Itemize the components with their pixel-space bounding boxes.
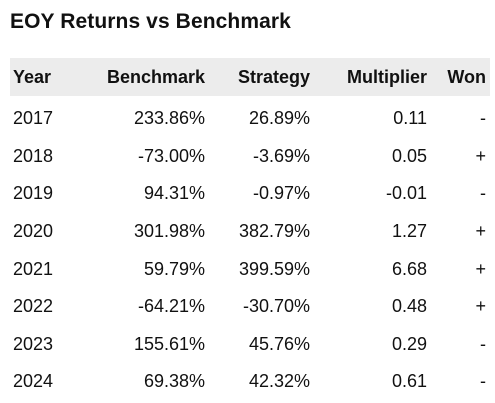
- strategy-cell: 26.89%: [248, 108, 310, 129]
- year-cell: 2021: [13, 258, 54, 279]
- table-header: Year Benchmark Strategy Multiplier Won: [10, 58, 490, 96]
- benchmark-cell: 155.61%: [133, 333, 205, 354]
- table-row: 2017 233.86% 26.89% 0.11 -: [10, 96, 490, 138]
- table-row: 2020 301.98% 382.79% 1.27 +: [10, 213, 490, 251]
- benchmark-cell: 59.79%: [143, 258, 205, 279]
- multiplier-cell: 0.11: [393, 108, 427, 129]
- won-cell: +: [475, 258, 486, 279]
- returns-table: Year Benchmark Strategy Multiplier Won 2…: [10, 58, 490, 401]
- strategy-cell: 399.59%: [238, 258, 310, 279]
- year-cell: 2019: [13, 183, 54, 204]
- table-row: 2019 94.31% -0.97% -0.01 -: [10, 175, 490, 213]
- column-header-won: Won: [427, 58, 490, 96]
- year-cell: 2020: [13, 221, 54, 242]
- won-cell: -: [480, 183, 486, 204]
- column-header-multiplier: Multiplier: [310, 58, 427, 96]
- won-cell: -: [480, 108, 486, 129]
- page-title: EOY Returns vs Benchmark: [10, 10, 291, 33]
- strategy-cell: -30.70%: [242, 296, 310, 317]
- column-header-strategy: Strategy: [205, 58, 310, 96]
- header-row: Year Benchmark Strategy Multiplier Won: [10, 58, 490, 96]
- benchmark-cell: -73.00%: [137, 145, 205, 166]
- multiplier-cell: 6.68: [391, 258, 427, 279]
- strategy-cell: -0.97%: [252, 183, 310, 204]
- table-row: 2018 -73.00% -3.69% 0.05 +: [10, 138, 490, 176]
- strategy-cell: 382.79%: [238, 221, 310, 242]
- benchmark-cell: 301.98%: [133, 221, 205, 242]
- table-row: 2021 59.79% 399.59% 6.68 +: [10, 250, 490, 288]
- benchmark-cell: 233.86%: [133, 108, 205, 129]
- multiplier-cell: 0.48: [391, 296, 427, 317]
- multiplier-cell: 0.61: [391, 371, 427, 392]
- table-row: 2022 -64.21% -30.70% 0.48 +: [10, 288, 490, 326]
- table-row: 2023 155.61% 45.76% 0.29 -: [10, 326, 490, 364]
- benchmark-cell: 69.38%: [143, 371, 205, 392]
- multiplier-cell: -0.01: [385, 183, 427, 204]
- year-cell: 2022: [13, 296, 54, 317]
- strategy-cell: 45.76%: [248, 333, 310, 354]
- won-cell: +: [475, 145, 486, 166]
- table-row: 2024 69.38% 42.32% 0.61 -: [10, 363, 490, 401]
- column-header-benchmark: Benchmark: [73, 58, 205, 96]
- multiplier-cell: 1.27: [391, 221, 427, 242]
- strategy-cell: 42.32%: [248, 371, 310, 392]
- benchmark-cell: 94.31%: [143, 183, 205, 204]
- won-cell: +: [475, 296, 486, 317]
- year-cell: 2024: [13, 371, 54, 392]
- year-cell: 2018: [13, 145, 54, 166]
- column-header-year: Year: [10, 58, 73, 96]
- table-body: 2017 233.86% 26.89% 0.11 - 2018 -73.00% -3.69% 0…: [10, 96, 490, 401]
- multiplier-cell: 0.29: [391, 333, 427, 354]
- year-cell: 2017: [13, 108, 54, 129]
- multiplier-cell: 0.05: [391, 145, 427, 166]
- won-cell: +: [475, 221, 486, 242]
- benchmark-cell: -64.21%: [137, 296, 205, 317]
- won-cell: -: [480, 371, 486, 392]
- year-cell: 2023: [13, 333, 54, 354]
- won-cell: -: [480, 333, 486, 354]
- strategy-cell: -3.69%: [252, 145, 310, 166]
